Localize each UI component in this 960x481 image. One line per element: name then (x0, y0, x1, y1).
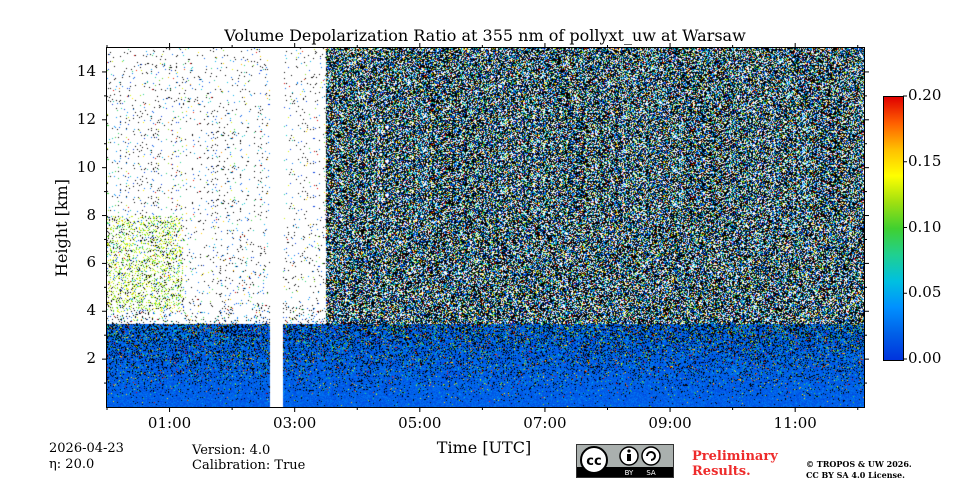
depolarization-heatmap (107, 48, 864, 407)
y-tick-label: 10 (76, 157, 96, 176)
y-tick-label: 12 (76, 109, 96, 128)
y-tick-label: 6 (86, 253, 96, 272)
version-label: Version: 4.0 (192, 443, 271, 458)
cc-icon (580, 446, 608, 474)
calibration-label: Calibration: True (192, 458, 306, 473)
x-tick-label: 09:00 (648, 414, 692, 432)
eta-label: η: 20.0 (49, 457, 95, 472)
x-tick-label: 05:00 (398, 414, 442, 432)
x-tick-label: 07:00 (523, 414, 567, 432)
preliminary-line-1: Preliminary (692, 449, 778, 464)
chart-title: Volume Depolarization Ratio at 355 nm of… (224, 26, 746, 45)
y-tick-label: 8 (86, 205, 96, 224)
cc-text: cc (586, 454, 601, 469)
cc-license-badge: cc BY SA (576, 444, 674, 478)
y-tick-label: 14 (76, 61, 96, 80)
sa-text: SA (646, 469, 656, 477)
colorbar-tick-label: 0.00 (908, 349, 942, 367)
colorbar (883, 96, 904, 361)
sa-icon (641, 446, 661, 466)
y-tick-label: 2 (86, 349, 96, 368)
y-tick-label: 4 (86, 301, 96, 320)
license-line-2: CC BY SA 4.0 License. (806, 470, 905, 480)
x-tick-label: 01:00 (147, 414, 192, 432)
colorbar-tick-label: 0.05 (908, 283, 942, 302)
preliminary-line-2: Results. (692, 464, 751, 479)
license-line-1: © TROPOS & UW 2026. (806, 459, 912, 469)
preliminary-results-label: Preliminary Results. (692, 449, 778, 479)
x-tick-label: 11:00 (773, 414, 817, 432)
colorbar-tick-label: 0.10 (908, 217, 942, 236)
x-axis-label: Time [UTC] (436, 438, 532, 457)
x-tick-label: 03:00 (273, 414, 317, 432)
date-label: 2026-04-23 (49, 441, 124, 456)
colorbar-tick-label: 0.15 (908, 151, 942, 170)
license-text: © TROPOS & UW 2026. CC BY SA 4.0 License… (806, 459, 912, 481)
colorbar-tick-label: 0.20 (908, 86, 942, 104)
by-text: BY (625, 469, 634, 477)
